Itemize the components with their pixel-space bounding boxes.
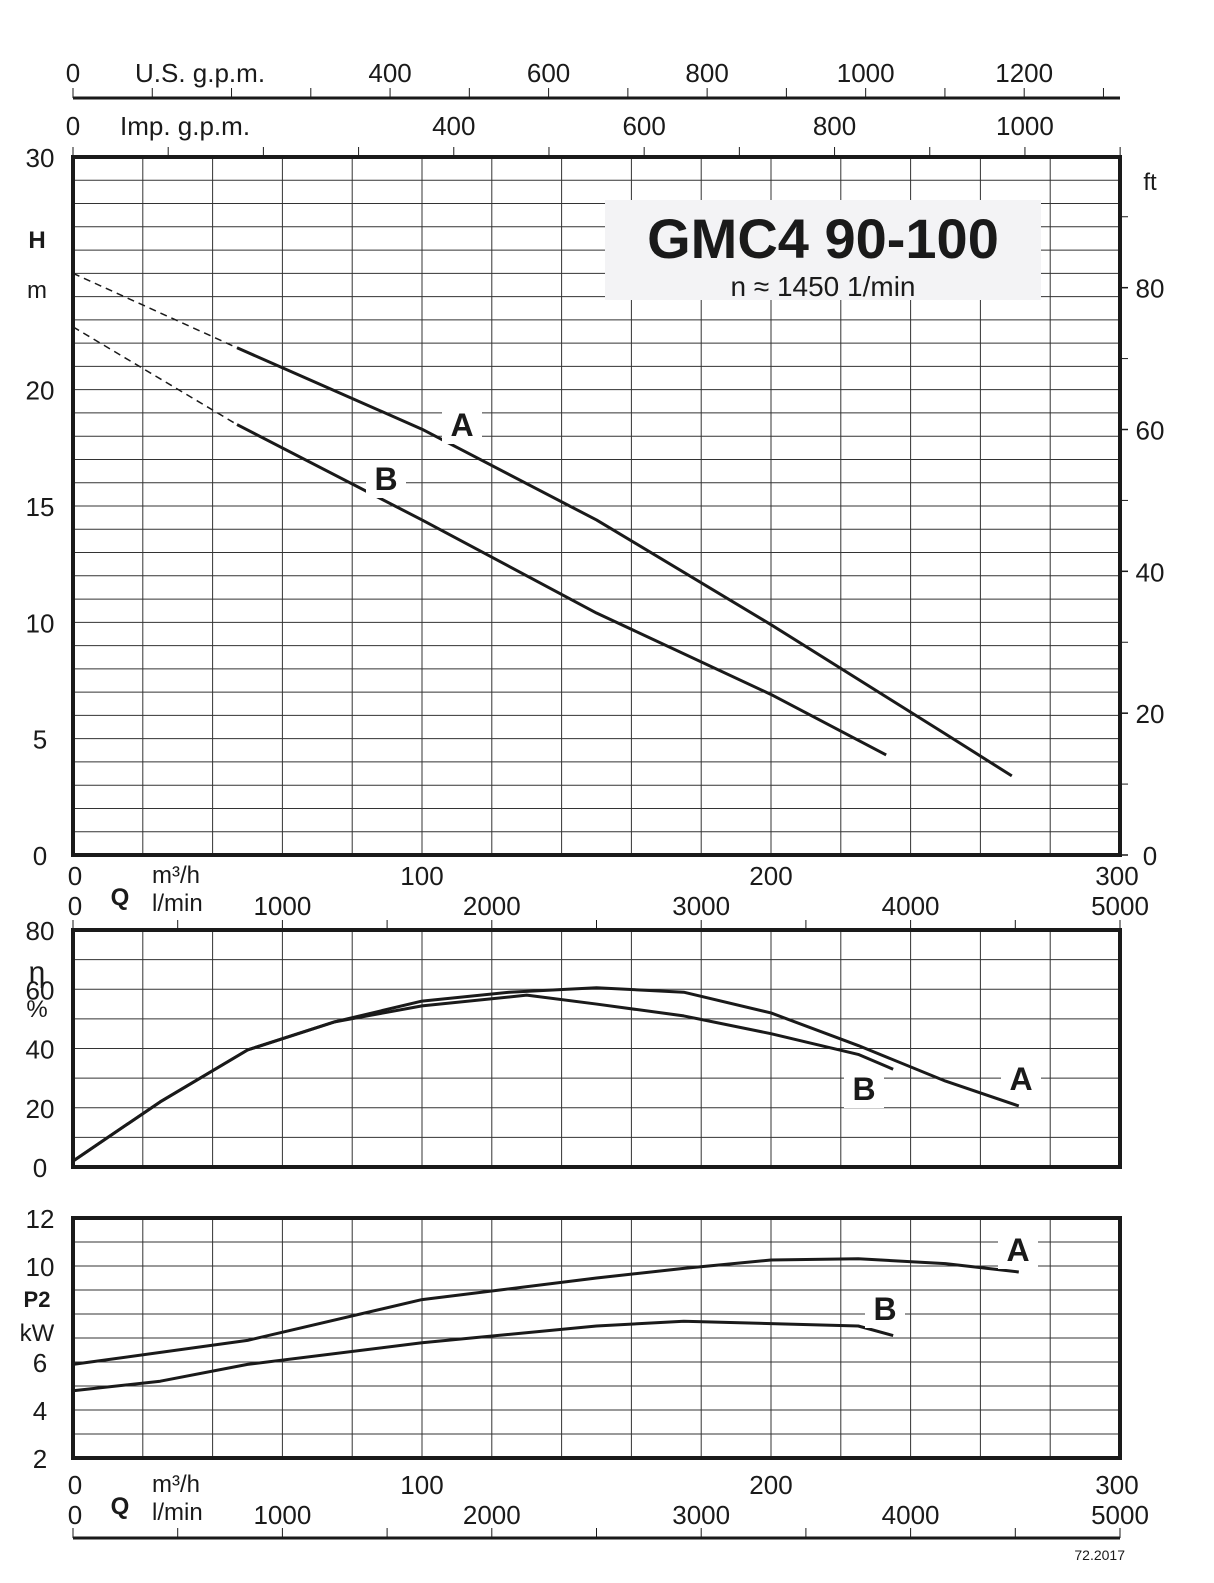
series-label-bg [865,1292,905,1328]
y-axis-unit-p2: kW [20,1320,55,1347]
y-tick-label: 2 [33,1444,47,1474]
q-m3h-tick-label: 100 [400,1470,443,1500]
us-gpm-tick-label: 400 [368,58,411,88]
curve-A-extrapolated [72,272,238,349]
q-unit-m3h: m³/h [152,862,200,889]
series-label-bg [442,408,482,444]
y-axis-label: H [28,227,45,254]
y-tick-label: 5 [33,725,47,755]
y-tick-label: 30 [26,143,55,173]
imp-gpm-tick-label: 1000 [996,111,1054,141]
q-lmin-tick-label: 0 [68,1500,82,1530]
series-label-bg [844,1072,884,1108]
y-tick-label: 10 [26,608,55,638]
plot-frame-2 [71,1216,1122,1460]
y-tick-label: 12 [26,1204,55,1234]
q-m3h-tick-label: 200 [749,861,792,891]
series-label-B: B [873,1291,896,1327]
q-m3h-tick-label: 0 [68,1470,82,1500]
series-label-A: A [450,407,473,443]
y2-tick-label: 40 [1136,557,1165,587]
y-axis-unit: m [27,277,47,304]
y-tick-label: 4 [33,1396,47,1426]
y-tick-label: 10 [26,1252,55,1282]
us-gpm-tick-label: 800 [685,58,728,88]
y-tick-label: 40 [26,1035,55,1065]
q-lmin-tick-label: 5000 [1091,1500,1149,1530]
y2-tick-label: 20 [1136,699,1165,729]
q-lmin-tick-label: 3000 [672,891,730,921]
us-gpm-axis-label: U.S. g.p.m. [135,58,265,88]
q-lmin-tick-label: 4000 [882,1500,940,1530]
curve-B-extrapolated [72,326,238,426]
y2-tick-label: 60 [1136,415,1165,445]
us-gpm-tick-label: 600 [527,58,570,88]
y-tick-label: 0 [33,841,47,871]
title-box [605,200,1041,300]
q-m3h-tick-label: 0 [68,861,82,891]
y2-tick-label: 0 [1143,841,1157,871]
imp-gpm-tick-label: 600 [622,111,665,141]
plot-frame-0 [71,155,1122,857]
q-lmin-tick-label: 4000 [882,891,940,921]
q-lmin-tick-label: 1000 [253,1500,311,1530]
q-lmin-tick-label: 3000 [672,1500,730,1530]
curve-B [72,993,894,1163]
q-m3h-tick-label: 300 [1095,861,1138,891]
series-label-bg [998,1233,1038,1269]
y-tick-label: 80 [26,916,55,946]
series-label-A: A [1006,1232,1029,1268]
q-lmin-tick-label: 2000 [463,891,521,921]
q-lmin-tick-label: 1000 [253,891,311,921]
curve-A [72,1257,1019,1366]
y-axis-label-eta: η [29,956,46,989]
y-tick-label: 20 [26,376,55,406]
q-axis-label: Q [111,884,130,911]
q-m3h-tick-label: 200 [749,1470,792,1500]
series-label-bg [366,462,406,498]
series-label-B: B [374,461,397,497]
curve-B [236,423,887,757]
y-axis-label-p2: P2 [24,1287,51,1312]
q-lmin-tick-label: 5000 [1091,891,1149,921]
q-m3h-tick-label: 300 [1095,1470,1138,1500]
q-lmin-tick-label: 2000 [463,1500,521,1530]
imp-gpm-tick-label: 400 [432,111,475,141]
us-gpm-tick-label: 1200 [995,58,1053,88]
footer-code: 72.2017 [1074,1547,1125,1563]
q-unit-lmin: l/min [152,1499,203,1526]
curve-B [72,1319,894,1393]
chart-subtitle: n ≈ 1450 1/min [730,271,915,302]
series-label-bg [1001,1062,1041,1098]
us-gpm-tick-label: 1000 [837,58,895,88]
y2-axis-unit: ft [1143,169,1157,196]
y2-tick-label: 80 [1136,274,1165,304]
y-tick-label: 6 [33,1348,47,1378]
imp-gpm-tick-label: 0 [66,111,80,141]
us-gpm-tick-label: 0 [66,58,80,88]
curve-A [236,346,1013,778]
y-axis-unit-eta: % [26,996,47,1023]
q-lmin-tick-label: 0 [68,891,82,921]
y-tick-label: 60 [26,975,55,1005]
q-unit-m3h: m³/h [152,1471,200,1498]
series-label-A: A [1009,1061,1032,1097]
series-label-B: B [852,1071,875,1107]
q-unit-lmin: l/min [152,890,203,917]
y-tick-label: 20 [26,1094,55,1124]
chart-title: GMC4 90-100 [647,207,999,270]
q-m3h-tick-label: 100 [400,861,443,891]
y-tick-label: 0 [33,1153,47,1183]
y-tick-label: 15 [26,492,55,522]
q-axis-label: Q [111,1493,130,1520]
imp-gpm-tick-label: 800 [813,111,856,141]
imp-gpm-axis-label: Imp. g.p.m. [120,111,250,141]
